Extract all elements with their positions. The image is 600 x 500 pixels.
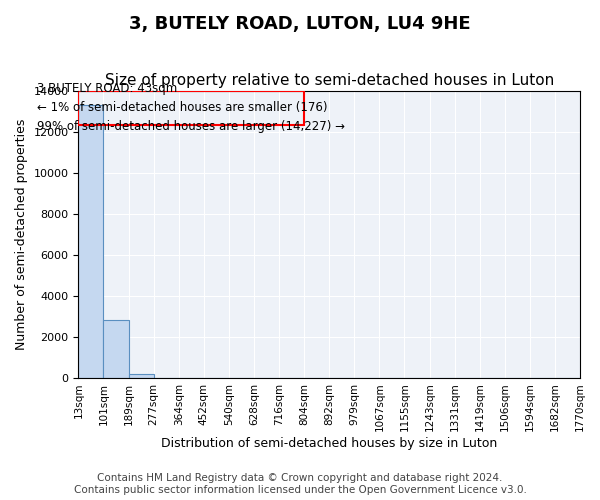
Bar (128, 374, 154, 378)
Text: 3 BUTELY ROAD: 43sqm
← 1% of semi-detached houses are smaller (176)
99% of semi-: 3 BUTELY ROAD: 43sqm ← 1% of semi-detach… (37, 82, 345, 134)
Y-axis label: Number of semi-detached properties: Number of semi-detached properties (15, 118, 28, 350)
Bar (79, 105, 103, 378)
Bar (79, 90, 304, 126)
Text: 3, BUTELY ROAD, LUTON, LU4 9HE: 3, BUTELY ROAD, LUTON, LU4 9HE (129, 15, 471, 33)
Text: Contains HM Land Registry data © Crown copyright and database right 2024.
Contai: Contains HM Land Registry data © Crown c… (74, 474, 526, 495)
Bar (103, 320, 128, 378)
X-axis label: Distribution of semi-detached houses by size in Luton: Distribution of semi-detached houses by … (161, 437, 497, 450)
Title: Size of property relative to semi-detached houses in Luton: Size of property relative to semi-detach… (104, 73, 554, 88)
